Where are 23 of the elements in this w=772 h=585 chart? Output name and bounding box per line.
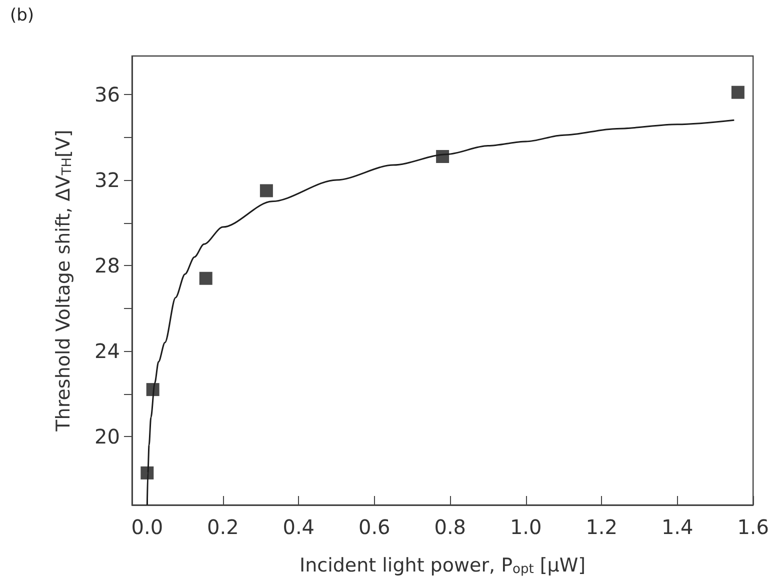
x-tick-label: 0.0 bbox=[131, 515, 164, 539]
chart-title: (b) bbox=[10, 6, 34, 26]
point bbox=[140, 466, 154, 480]
point bbox=[199, 272, 212, 285]
x-tick-label: 1.4 bbox=[661, 515, 694, 539]
y-tick-label: 20 bbox=[94, 424, 120, 449]
point bbox=[731, 86, 744, 99]
y-axis-title: Threshold Voltage shift, ΔVTH[V] bbox=[52, 130, 75, 432]
x-tick-label: 0.6 bbox=[358, 515, 390, 539]
point bbox=[146, 383, 160, 396]
y-tick-label: 24 bbox=[94, 339, 120, 364]
x-tick-label: 1.2 bbox=[586, 515, 618, 539]
x-tick-label: 0.8 bbox=[434, 515, 466, 539]
x-tick-label: 1.0 bbox=[510, 515, 542, 539]
x-tick-label: 0.4 bbox=[282, 515, 315, 539]
x-axis-title: Incident light power, Popt [μW] bbox=[299, 554, 586, 577]
y-tick-label: 28 bbox=[94, 254, 120, 278]
point bbox=[436, 150, 450, 163]
x-tick-label: 0.2 bbox=[206, 515, 239, 539]
x-tick-label: 1.6 bbox=[737, 515, 770, 539]
y-tick-label: 36 bbox=[94, 82, 120, 106]
y-tick-label: 32 bbox=[94, 168, 120, 192]
point bbox=[260, 184, 273, 198]
